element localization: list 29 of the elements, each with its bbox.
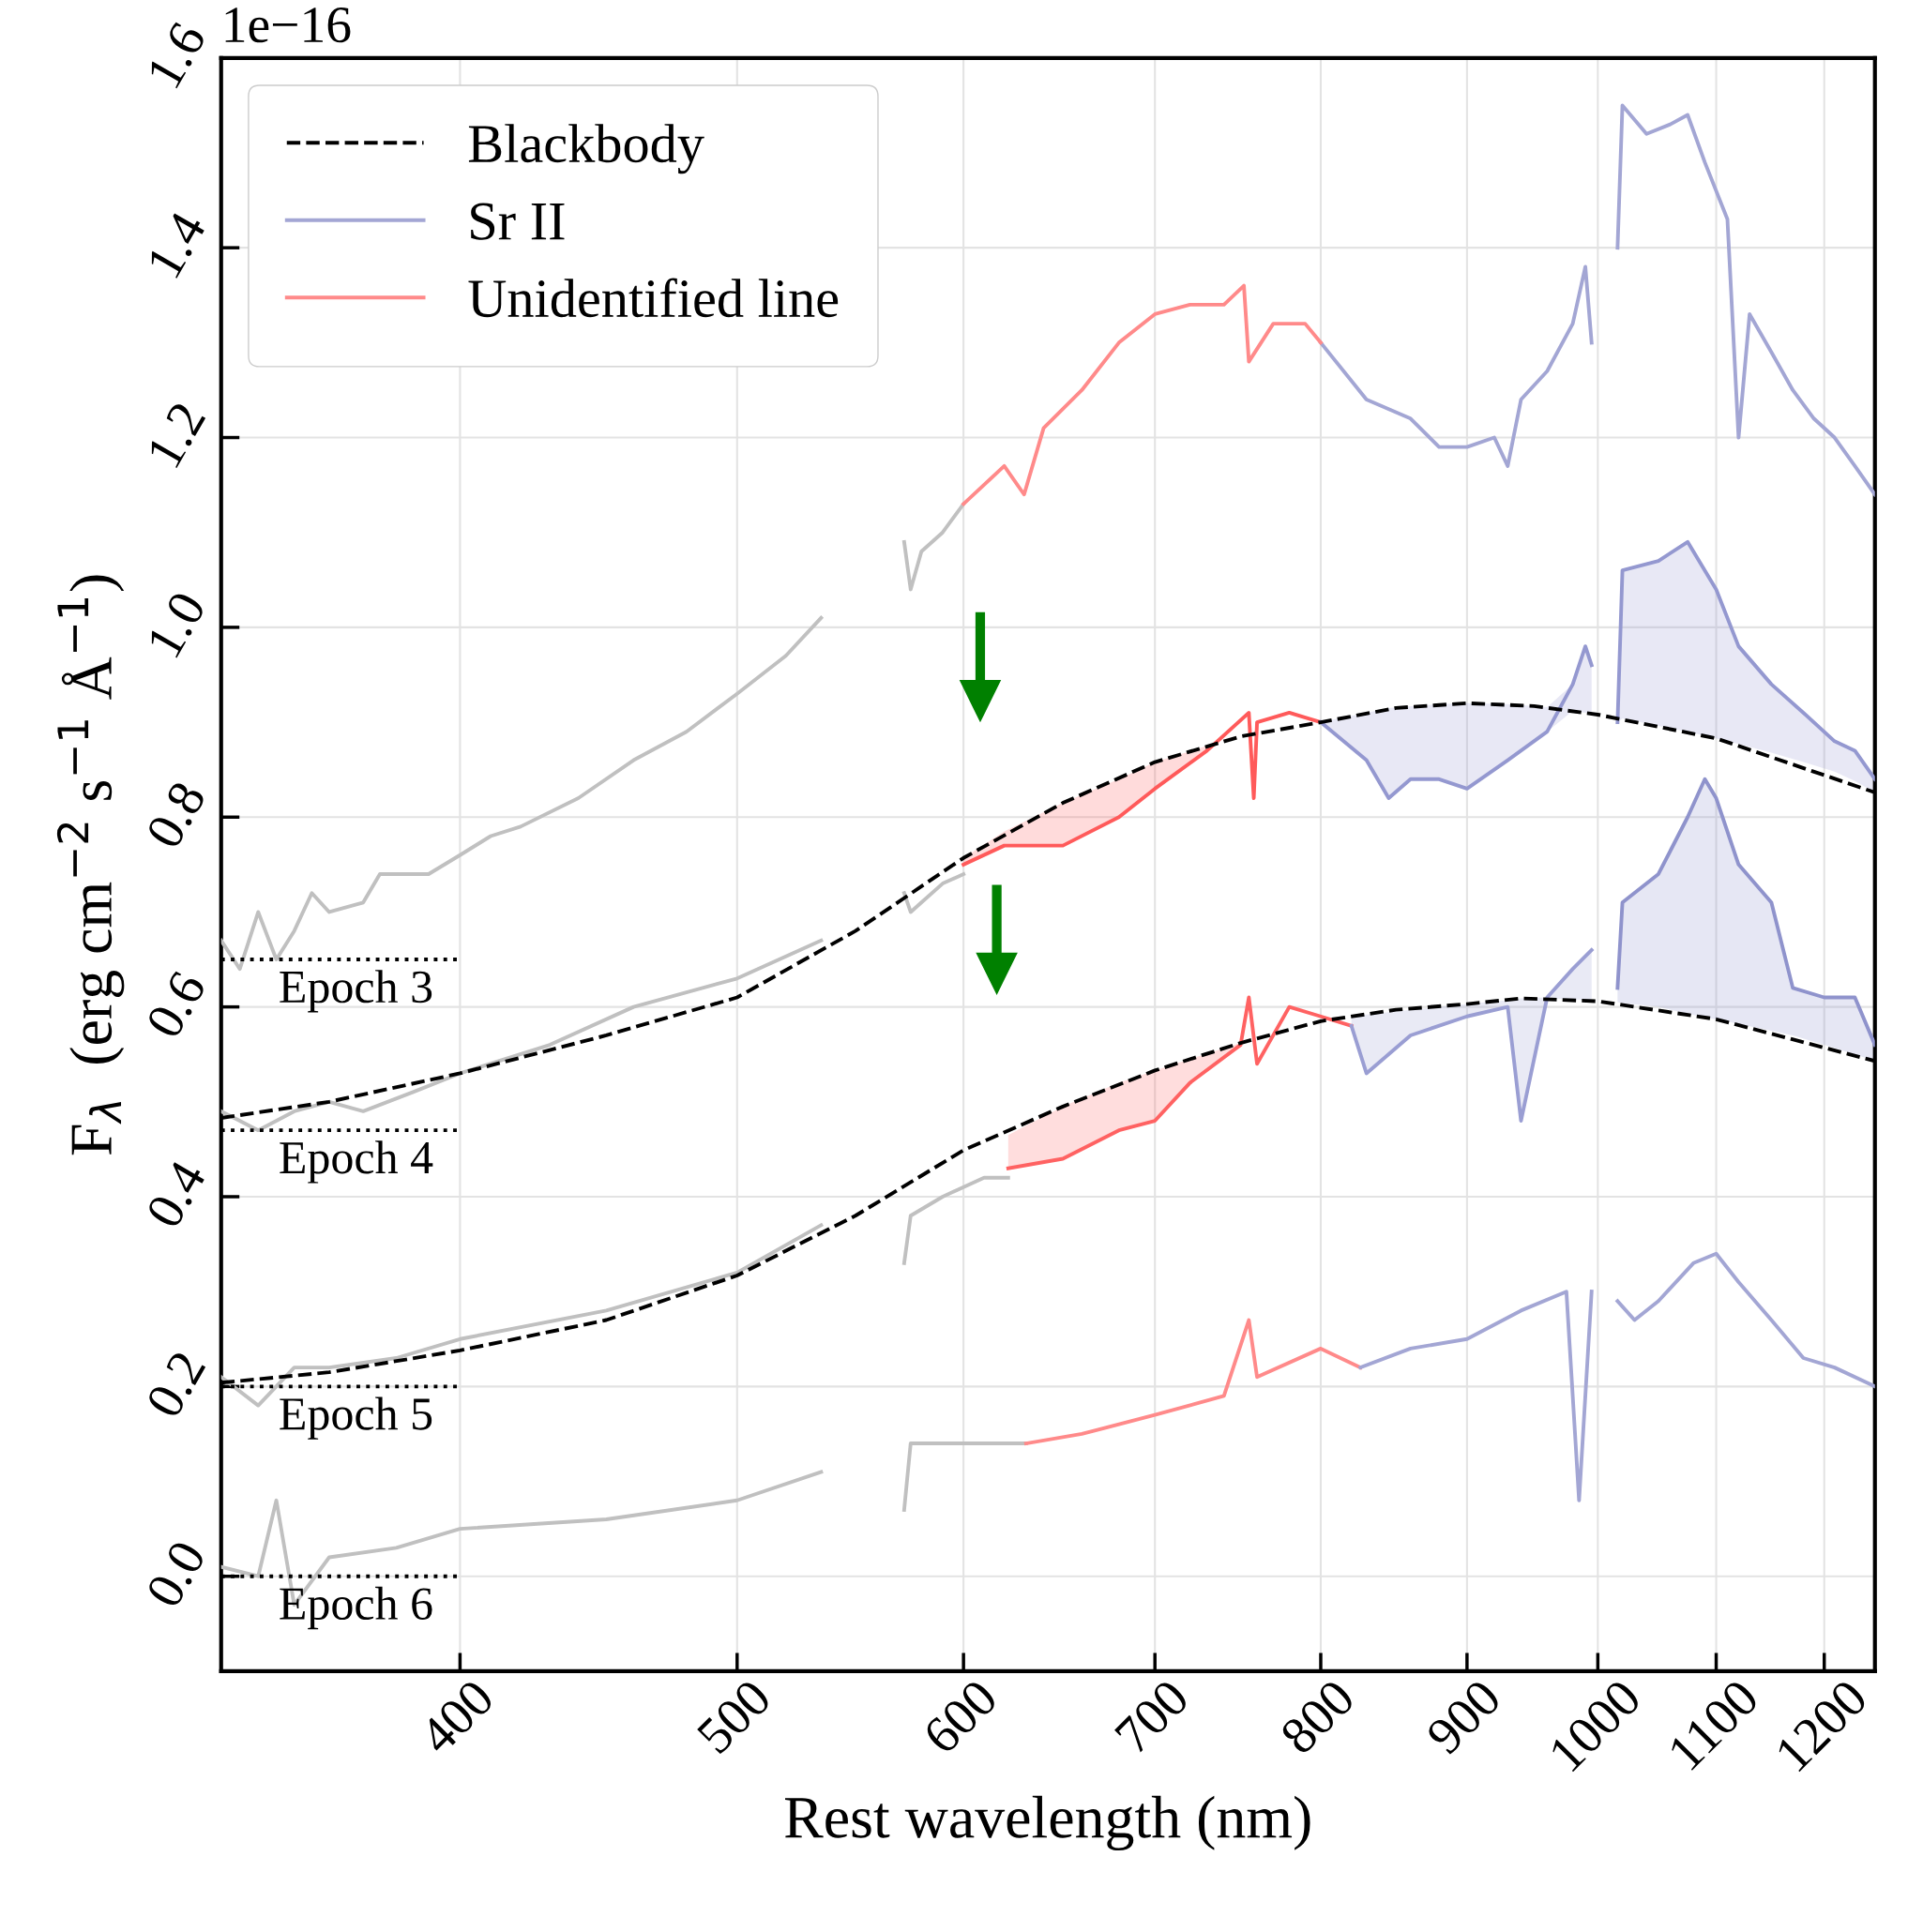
annotation: Epoch 4 [280,1140,433,1184]
x-tick-label: 700 [1113,1678,1190,1755]
y-tick-label: 0.6 [144,969,207,1040]
legend-label: Unidentified line [468,278,839,318]
x-tick-label: 500 [695,1678,773,1756]
x-axis-title: Rest wavelength (nm) [784,1795,1310,1850]
x-tick-label: 900 [1425,1678,1503,1757]
y-tick-label: 0.0 [144,1538,207,1610]
y-tick-label: 0.4 [144,1157,207,1230]
y-tick-label: 0.8 [144,779,207,851]
y-tick-label: 0.2 [144,1350,206,1420]
annotation: Epoch 6 [280,1586,432,1630]
line-series [901,502,966,592]
line-series [901,872,966,914]
legend-label: Sr II [471,203,565,240]
y-tick-label: 1.2 [146,400,206,469]
legend-label: Blackbody [468,124,704,174]
text: 1e−16 [225,8,351,43]
y-tick-label: 1.0 [146,589,207,658]
x-tick-label: 1100 [1667,1678,1761,1772]
y-tick-label: 1.4 [146,209,207,279]
x-tick-label: 400 [417,1678,496,1757]
annotation: Epoch 3 [280,970,432,1013]
annotation: Epoch 5 [280,1396,432,1440]
line-series [901,1175,1010,1265]
text: F$_{λ}$ (erg cm$^{−2}$ s$^{−1}$ Å$^{−1}$) [56,575,125,1155]
x-tick-label: 600 [921,1678,999,1756]
x-tick-label: 800 [1279,1678,1356,1756]
y-tick-label: 1.6 [146,20,207,89]
